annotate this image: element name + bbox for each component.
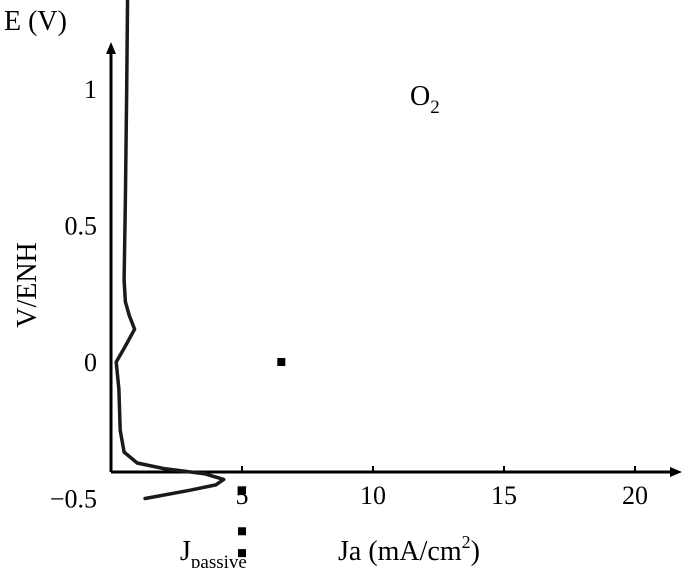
y-axis-top-label: E (V) xyxy=(4,6,67,37)
x-tick-label: 20 xyxy=(622,481,648,510)
x-tick-label: 10 xyxy=(360,481,386,510)
series-group xyxy=(114,0,226,501)
y-axis-side-label: V/ENH xyxy=(12,242,43,328)
x-tick-group: 5 10 15 20 xyxy=(236,466,648,510)
y-tick-label: −0.5 xyxy=(50,485,97,514)
x-axis-passive-label: Jpassive xyxy=(180,536,247,568)
series-line xyxy=(114,0,226,501)
o2-annotation-label: O2 xyxy=(410,81,440,118)
data-marker xyxy=(238,549,246,558)
data-marker xyxy=(277,358,286,366)
x-tick-label: 5 xyxy=(236,481,249,510)
annotation-group xyxy=(238,358,286,558)
x-axis-title: Ja (mA/cm2) xyxy=(338,532,480,567)
y-tick-label: 0 xyxy=(84,348,97,377)
y-tick-label: 1 xyxy=(84,75,97,104)
y-tick-group: 21.510.50−0.5 xyxy=(50,75,98,514)
y-tick-label: 0.5 xyxy=(65,212,98,241)
data-marker xyxy=(238,527,246,536)
x-tick-label: 15 xyxy=(491,481,517,510)
data-marker xyxy=(238,486,246,495)
